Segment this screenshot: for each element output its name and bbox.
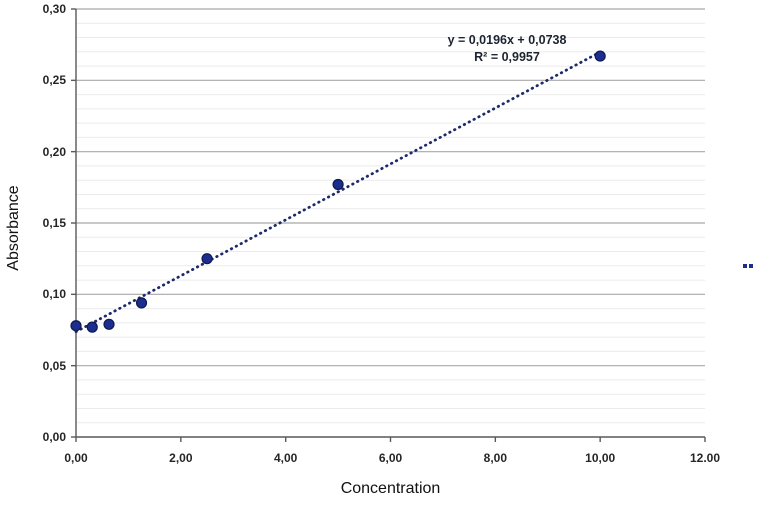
data-point xyxy=(135,297,148,309)
y-axis-title: Absorbance xyxy=(5,185,22,271)
data-point xyxy=(332,178,344,191)
y-tick-label: 0,20 xyxy=(42,144,66,159)
data-point xyxy=(594,50,606,62)
x-axis-title: Concentration xyxy=(340,480,441,497)
data-point xyxy=(86,321,98,333)
stray-dot xyxy=(743,264,747,268)
y-tick-label: 0,00 xyxy=(42,430,66,444)
trendline xyxy=(74,50,602,334)
x-tick-label: 2,00 xyxy=(169,451,193,465)
x-tick-label: 12.00 xyxy=(689,451,721,465)
x-tick-label: 8,00 xyxy=(483,451,507,465)
x-tick-label: 4,00 xyxy=(273,451,298,465)
equation-text: y = 0,0196x + 0,0738 xyxy=(447,33,567,47)
y-tick-label: 0,10 xyxy=(42,287,66,302)
data-point xyxy=(103,318,115,330)
y-tick-label: 0,15 xyxy=(42,216,66,230)
y-tick-label: 0,05 xyxy=(42,358,66,373)
y-tick-label: 0,25 xyxy=(42,73,66,88)
x-tick-label: 10,00 xyxy=(585,451,616,465)
trendline-label: y = 0,0196x + 0,0738 R² = 0,9957 xyxy=(448,32,567,66)
stray-dot xyxy=(749,264,753,268)
y-tick-label: 0,30 xyxy=(42,2,66,16)
x-tick-label: 6,00 xyxy=(378,451,403,465)
data-point xyxy=(70,320,82,332)
stray-marker-dots xyxy=(743,264,753,268)
data-point xyxy=(201,253,213,265)
r-squared-text: R² = 0,9957 xyxy=(474,50,540,64)
x-tick-label: 0,00 xyxy=(64,451,88,465)
